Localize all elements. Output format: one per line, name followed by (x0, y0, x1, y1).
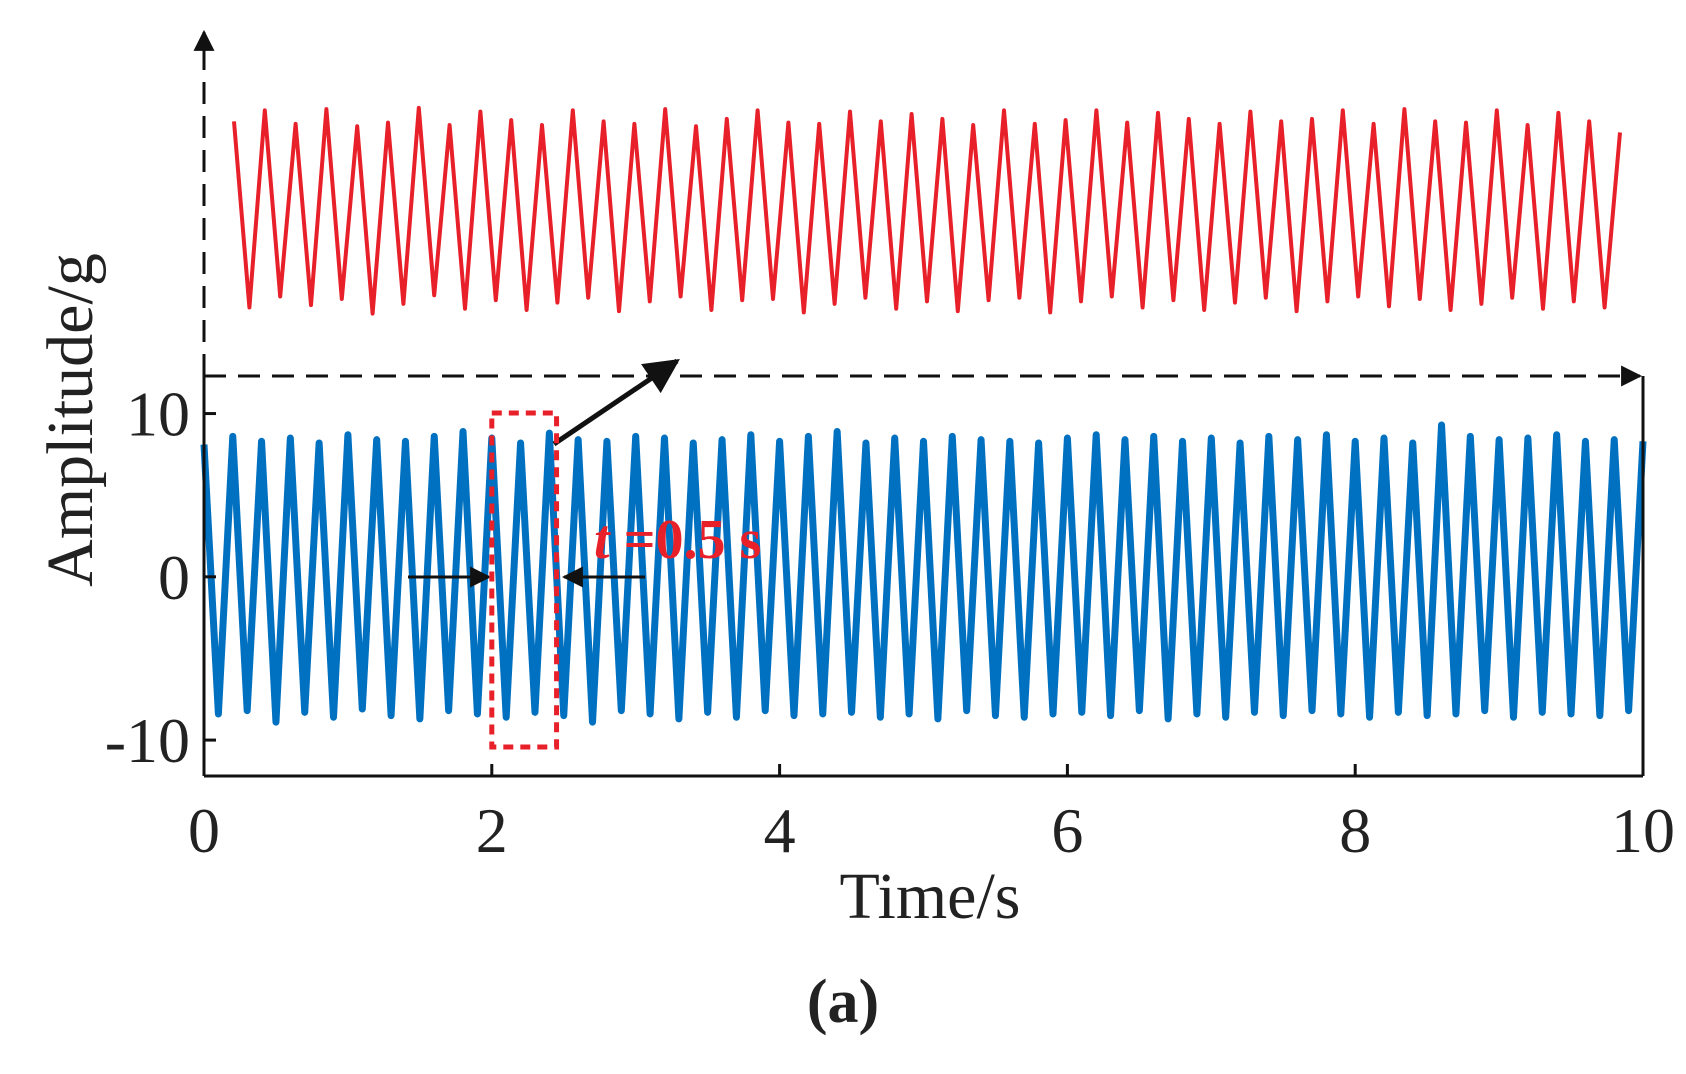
y-tick-label: -10 (105, 705, 190, 776)
zoom-box (489, 410, 560, 750)
plot-area (200, 421, 1647, 726)
zoom-arrow (552, 358, 680, 447)
annotation: t =0.5 s (594, 509, 761, 571)
x-tick-label: 8 (1339, 795, 1371, 866)
y-tick-label: 10 (126, 379, 190, 450)
signal-line (200, 421, 1647, 726)
y-tick-label: 0 (158, 542, 190, 613)
x-tick-label: 2 (476, 795, 508, 866)
annotation-var: t (594, 509, 611, 571)
x-tick-label: 4 (764, 795, 796, 866)
x-axis-label: Time/s (840, 860, 1021, 933)
x-tick-label: 6 (1051, 795, 1083, 866)
annotation-text: =0.5 s (610, 509, 762, 571)
caption: (a) (807, 968, 879, 1036)
inset-line (232, 105, 1622, 316)
y-axis-label: Amplitude/g (34, 253, 107, 587)
x-tick-label: 10 (1611, 795, 1675, 866)
x-tick-label: 0 (188, 795, 220, 866)
